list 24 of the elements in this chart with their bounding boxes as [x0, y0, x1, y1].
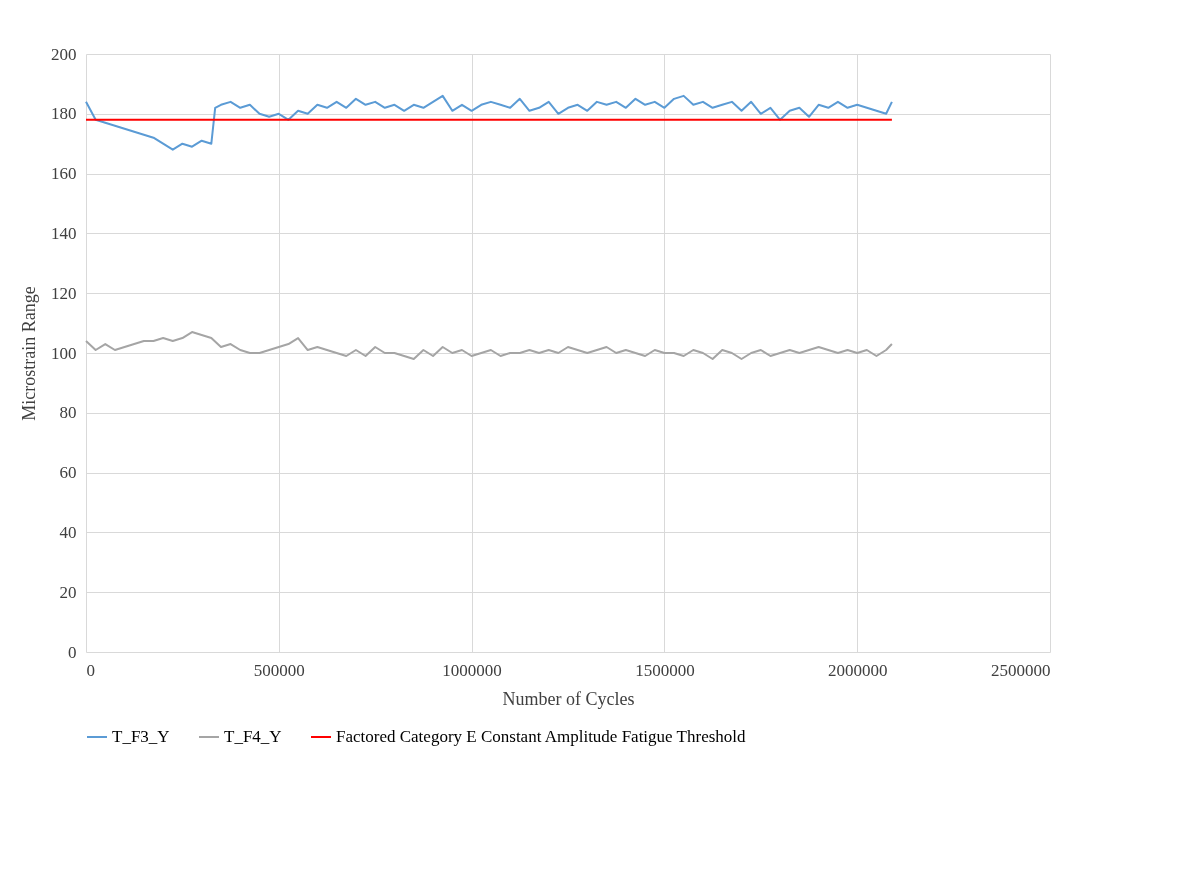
y-tick-label: 80: [59, 403, 77, 423]
y-tick-label: 180: [51, 104, 77, 124]
y-tick-label: 100: [51, 343, 77, 363]
y-axis-title: Microstrain Range: [19, 286, 39, 421]
line-series: [85, 94, 893, 151]
x-tick-label: 1000000: [442, 660, 502, 680]
legend-label: Factored Category E Constant Amplitude Fatigue Threshold: [336, 727, 747, 746]
y-tick-label: 20: [59, 582, 77, 602]
legend-label: T_F3_Y: [112, 727, 170, 746]
x-tick-label: 0: [86, 660, 95, 680]
y-tick-label: 140: [51, 223, 77, 243]
x-tick-label: 1500000: [635, 660, 695, 680]
x-tick-label: 2500000: [991, 660, 1051, 680]
y-tick-label: 200: [51, 44, 77, 64]
y-tick-label: 160: [51, 164, 77, 184]
legend-label: T_F4_Y: [224, 727, 282, 746]
y-tick-label: 40: [59, 522, 77, 542]
x-tick-label: 2000000: [827, 660, 888, 680]
y-tick-label: 0: [68, 642, 77, 662]
x-tick-label: 500000: [253, 660, 305, 680]
y-tick-label: 60: [59, 463, 77, 483]
y-tick-label: 120: [51, 283, 77, 303]
x-axis-title: Number of Cycles: [502, 688, 635, 709]
line-series: [85, 331, 893, 360]
